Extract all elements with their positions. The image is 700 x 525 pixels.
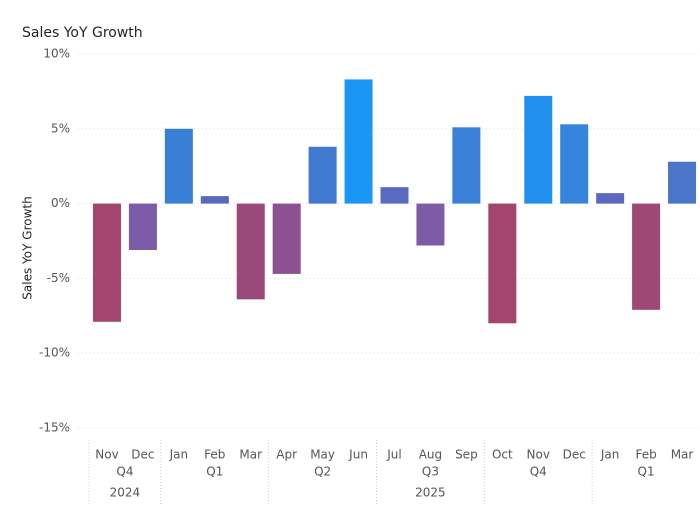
bar [488,203,517,324]
quarter-label: Q4 [530,465,547,479]
bar [200,196,229,204]
bar [632,203,661,310]
x-tick-label: Nov [527,448,550,462]
x-tick-label: Sep [455,448,478,462]
x-tick-label: Feb [204,448,225,462]
bar [236,203,265,300]
bar [92,203,121,322]
bar [452,127,481,204]
x-tick-label: Apr [276,448,297,462]
bar [560,124,589,204]
year-label: 2025 [415,486,446,500]
chart-title: Sales YoY Growth [22,25,143,41]
bar [668,161,697,204]
x-tick-label: Mar [671,448,694,462]
x-tick-label: Dec [563,448,586,462]
y-axis-title: Sales YoY Growth [21,196,35,299]
y-tick-label: 10% [43,47,70,61]
x-tick-label: Mar [239,448,262,462]
bar [164,128,193,204]
year-label: 2024 [110,486,141,500]
quarter-label: Q3 [422,465,439,479]
x-tick-label: Dec [131,448,154,462]
x-tick-label: Oct [492,448,513,462]
y-tick-label: 5% [51,121,70,135]
bar [380,187,409,204]
y-tick-label: -10% [39,346,70,360]
x-tick-label: Jul [386,448,401,462]
y-tick-label: -5% [47,271,70,285]
bar [344,79,373,204]
y-tick-label: 0% [51,196,70,210]
quarter-label: Q1 [206,465,223,479]
x-tick-label: Aug [419,448,442,462]
x-tick-label: Jan [169,448,189,462]
bar [272,203,301,274]
bar [416,203,445,246]
x-tick-label: Jun [348,448,368,462]
quarter-label: Q2 [314,465,331,479]
x-tick-label: Feb [635,448,656,462]
quarter-label: Q1 [638,465,655,479]
x-tick-label: May [310,448,335,462]
y-tick-label: -15% [39,421,70,435]
quarter-label: Q4 [116,465,133,479]
x-tick-label: Jan [600,448,620,462]
x-tick-label: Nov [95,448,118,462]
bar [524,95,553,204]
bar [308,146,337,204]
bar [128,203,157,250]
bar [596,193,625,204]
